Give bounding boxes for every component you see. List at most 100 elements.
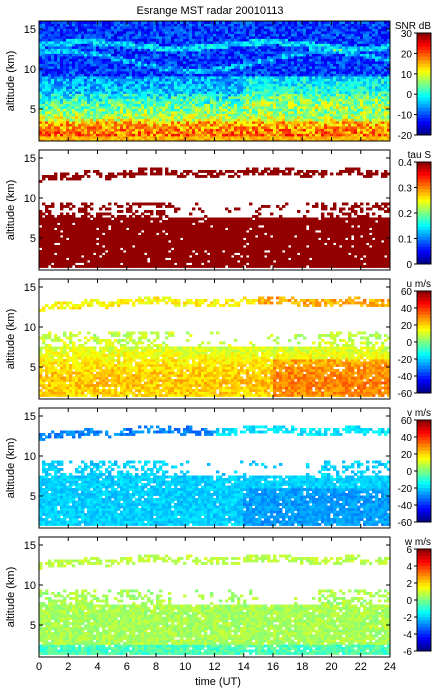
heatmap-cell (210, 21, 214, 24)
heatmap-cell (198, 108, 202, 112)
heatmap-cell (255, 46, 259, 49)
heatmap-cell (306, 48, 310, 52)
heatmap-cell (87, 136, 91, 139)
heatmap-cell (54, 76, 58, 79)
heatmap-cell (198, 86, 202, 89)
heatmap-cell (78, 66, 82, 69)
heatmap-cell (156, 28, 160, 32)
heatmap-cell (270, 88, 274, 92)
heatmap-cell (279, 138, 283, 142)
heatmap-cell (132, 76, 136, 79)
heatmap-cell (102, 58, 106, 62)
heatmap-cell (87, 46, 91, 49)
heatmap-cell (120, 48, 124, 52)
heatmap-cell (312, 113, 316, 117)
heatmap-cell (39, 106, 43, 109)
heatmap-cell (345, 106, 349, 109)
heatmap-cell (84, 58, 88, 62)
heatmap-cell (258, 71, 262, 74)
heatmap-cell (111, 38, 115, 42)
heatmap-cell (129, 33, 133, 37)
heatmap-cell (93, 76, 97, 79)
heatmap-cell (174, 93, 178, 97)
heatmap-cell (294, 21, 298, 24)
heatmap-cell (66, 46, 70, 49)
heatmap-cell (198, 111, 202, 114)
heatmap-cell (138, 101, 142, 104)
heatmap-cell (177, 61, 181, 64)
heatmap-cell (99, 118, 103, 122)
heatmap-cell (39, 93, 43, 97)
heatmap-cell (303, 78, 307, 82)
heatmap-cell (66, 21, 70, 24)
heatmap-cell (84, 43, 88, 47)
heatmap-cell (192, 48, 196, 52)
heatmap-cell (48, 91, 52, 94)
heatmap-cell (96, 96, 100, 99)
heatmap-cell (300, 123, 304, 127)
heatmap-cell (180, 88, 184, 92)
heatmap-cell (150, 96, 154, 99)
heatmap-cell (309, 118, 313, 122)
heatmap-cell (234, 98, 238, 102)
heatmap-cell (141, 41, 145, 44)
heatmap-cell (255, 81, 259, 84)
heatmap-cell (183, 88, 187, 92)
heatmap-cell (153, 48, 157, 52)
heatmap-cell (99, 78, 103, 82)
heatmap-cell (282, 76, 286, 79)
heatmap-cell (132, 43, 136, 47)
heatmap-cell (57, 41, 61, 44)
heatmap-cell (216, 68, 220, 72)
heatmap-cell (75, 106, 79, 109)
heatmap-cell (132, 23, 136, 27)
heatmap-cell (54, 48, 58, 52)
heatmap-cell (300, 73, 304, 77)
heatmap-cell (90, 48, 94, 52)
heatmap-cell (147, 121, 151, 124)
heatmap-cell (93, 56, 97, 59)
heatmap-cell (228, 33, 232, 37)
heatmap-cell (342, 31, 346, 34)
heatmap-cell (261, 106, 265, 109)
heatmap-cell (189, 76, 193, 79)
heatmap-cell (273, 91, 277, 94)
heatmap-cell (324, 58, 328, 62)
heatmap-cell (117, 21, 121, 24)
heatmap-cell (303, 88, 307, 92)
heatmap-cell (186, 48, 190, 52)
heatmap-cell (225, 81, 229, 84)
heatmap-cell (327, 46, 331, 49)
heatmap-cell (207, 116, 211, 119)
heatmap-cell (90, 56, 94, 59)
heatmap-cell (186, 23, 190, 27)
heatmap-cell (321, 91, 325, 94)
heatmap-cell (330, 41, 334, 44)
heatmap-cell (327, 121, 331, 124)
heatmap-cell (318, 71, 322, 74)
heatmap-cell (141, 46, 145, 49)
heatmap-cell (345, 21, 349, 24)
heatmap-cell (342, 41, 346, 44)
heatmap-cell (327, 83, 331, 87)
heatmap-cell (156, 93, 160, 97)
heatmap-cell (126, 121, 130, 124)
heatmap-cell (273, 93, 277, 97)
heatmap-cell (324, 83, 328, 87)
heatmap-cell (318, 28, 322, 32)
heatmap-cell (117, 31, 121, 34)
heatmap-cell (159, 126, 163, 129)
heatmap-cell (102, 118, 106, 122)
heatmap-cell (291, 118, 295, 122)
heatmap-cell (297, 33, 301, 37)
heatmap-cell (318, 91, 322, 94)
heatmap-cell (117, 133, 121, 137)
heatmap-cell (135, 71, 139, 74)
heatmap-cell (63, 101, 67, 104)
heatmap-cell (195, 91, 199, 94)
heatmap-cell (348, 101, 352, 104)
heatmap-cell (105, 21, 109, 24)
heatmap-cell (57, 51, 61, 54)
heatmap-cell (198, 126, 202, 129)
heatmap-cell (108, 73, 112, 77)
